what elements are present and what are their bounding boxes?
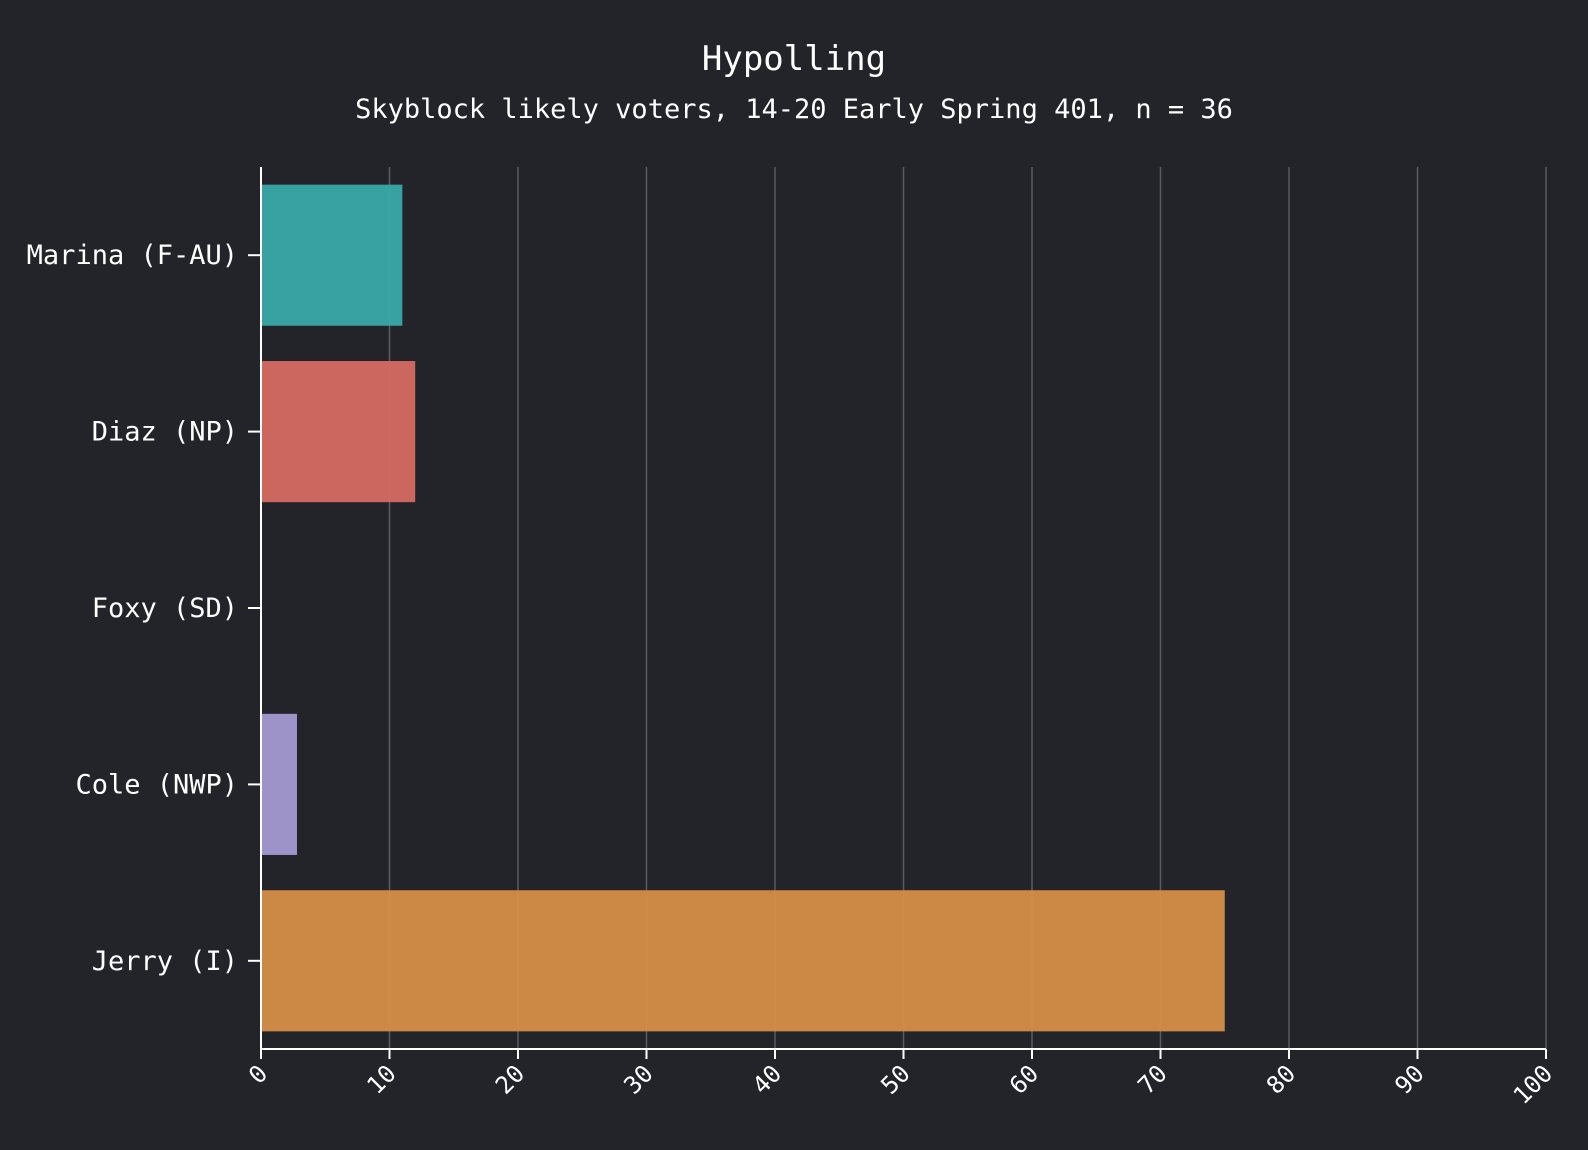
x-tick-label: 0	[243, 1059, 273, 1089]
chart-subtitle: Skyblock likely voters, 14-20 Early Spri…	[355, 94, 1233, 125]
x-tick-label: 80	[1261, 1059, 1301, 1099]
x-tick-label: 100	[1508, 1059, 1558, 1109]
bar	[261, 361, 416, 503]
x-tick-label: 60	[1004, 1059, 1044, 1099]
grid-lines	[388, 167, 1547, 1049]
x-tick-label: 70	[1133, 1059, 1173, 1099]
category-label: Jerry (I)	[92, 946, 238, 977]
x-tick-label: 20	[490, 1059, 530, 1099]
x-tick-labels: 0 10 20 30 40 50 60 70 80 90 100	[243, 1059, 1558, 1109]
category-label: Diaz (NP)	[92, 417, 238, 448]
axes	[248, 167, 1547, 1059]
bar	[261, 184, 403, 326]
chart-title: Hypolling	[702, 39, 886, 79]
x-tick-label: 30	[619, 1059, 659, 1099]
category-label: Marina (F-AU)	[27, 240, 238, 271]
bar	[261, 713, 297, 855]
x-tick-label: 10	[362, 1059, 402, 1099]
category-labels: Marina (F-AU) Diaz (NP) Foxy (SD) Cole (NWP…	[27, 240, 238, 977]
bars	[261, 184, 1225, 1032]
category-label: Cole (NWP)	[75, 769, 238, 800]
category-label: Foxy (SD)	[92, 593, 238, 624]
x-tick-label: 90	[1390, 1059, 1430, 1099]
x-tick-label: 40	[747, 1059, 787, 1099]
x-tick-label: 50	[876, 1059, 916, 1099]
bar	[261, 890, 1225, 1032]
